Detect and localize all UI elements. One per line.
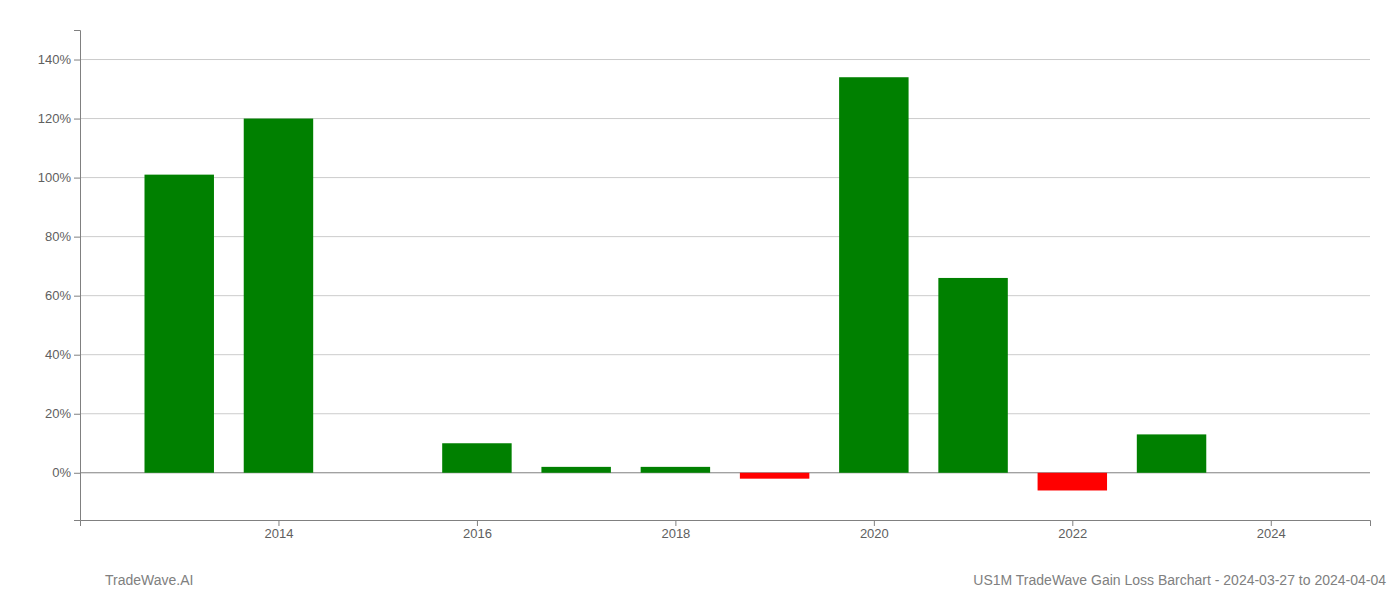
tick: 100% bbox=[38, 170, 80, 185]
tick-label: 2020 bbox=[860, 526, 889, 541]
tick-mark bbox=[74, 473, 80, 474]
tick-label: 2024 bbox=[1257, 526, 1286, 541]
tick-label: 60% bbox=[45, 288, 71, 303]
grid-line bbox=[80, 59, 1370, 60]
tick: 2022 bbox=[1058, 520, 1087, 541]
tick-label: 2018 bbox=[661, 526, 690, 541]
footer-text: TradeWave.AI bbox=[105, 572, 193, 588]
tick-mark bbox=[74, 355, 80, 356]
tick-mark bbox=[74, 296, 80, 297]
tick-label: 2014 bbox=[265, 526, 294, 541]
tick-mark bbox=[74, 414, 80, 415]
tick-mark bbox=[74, 119, 80, 120]
tick-mark bbox=[74, 178, 80, 179]
tick: 2024 bbox=[1257, 520, 1286, 541]
tick-label: 20% bbox=[45, 406, 71, 421]
tick-mark bbox=[74, 60, 80, 61]
tick-label: 2016 bbox=[463, 526, 492, 541]
tick: 80% bbox=[45, 229, 80, 244]
bar bbox=[641, 467, 710, 473]
tick-label: 80% bbox=[45, 229, 71, 244]
tick: 60% bbox=[45, 288, 80, 303]
tick: 0% bbox=[52, 465, 80, 480]
tick-label: 100% bbox=[38, 170, 72, 185]
tick-mark bbox=[675, 520, 676, 526]
tick: 2020 bbox=[860, 520, 889, 541]
tick-label: 120% bbox=[38, 111, 72, 126]
bar bbox=[1038, 473, 1107, 491]
tick-label: 140% bbox=[38, 52, 72, 67]
axis-line bbox=[74, 31, 81, 521]
y-axis: 0% 20% 40% 60% 80% 100% 120% 140% bbox=[38, 31, 81, 521]
tick: 2014 bbox=[265, 520, 294, 541]
plot-area bbox=[145, 77, 1207, 490]
bar bbox=[541, 467, 610, 473]
tick-mark bbox=[74, 237, 80, 238]
grid bbox=[80, 60, 1370, 473]
chart: 2014 2016 2018 2020 2022 2024 0% 20% 40% 60% 80% 10… bbox=[0, 0, 1400, 600]
bar bbox=[1137, 434, 1206, 472]
x-axis: 2014 2016 2018 2020 2022 2024 bbox=[81, 520, 1371, 541]
tick-label: 0% bbox=[52, 465, 71, 480]
bar bbox=[938, 278, 1007, 473]
bar bbox=[839, 77, 908, 473]
tick: 40% bbox=[45, 347, 80, 362]
tick: 20% bbox=[45, 406, 80, 421]
tick: 120% bbox=[38, 111, 80, 126]
tick-label: 2022 bbox=[1058, 526, 1087, 541]
bar bbox=[740, 473, 809, 479]
axis-line bbox=[81, 521, 1371, 527]
tick: 2018 bbox=[661, 520, 690, 541]
title: US1M TradeWave Gain Loss Barchart - 2024… bbox=[973, 572, 1386, 588]
tick-mark bbox=[477, 520, 478, 526]
tick-mark bbox=[1072, 520, 1073, 526]
bar bbox=[145, 175, 214, 473]
bar bbox=[244, 119, 313, 473]
tick-mark bbox=[278, 520, 279, 526]
tick-label: 40% bbox=[45, 347, 71, 362]
tick-mark bbox=[874, 520, 875, 526]
tick: 140% bbox=[38, 52, 80, 67]
tick: 2016 bbox=[463, 520, 492, 541]
tick-mark bbox=[1271, 520, 1272, 526]
bar bbox=[442, 443, 511, 473]
